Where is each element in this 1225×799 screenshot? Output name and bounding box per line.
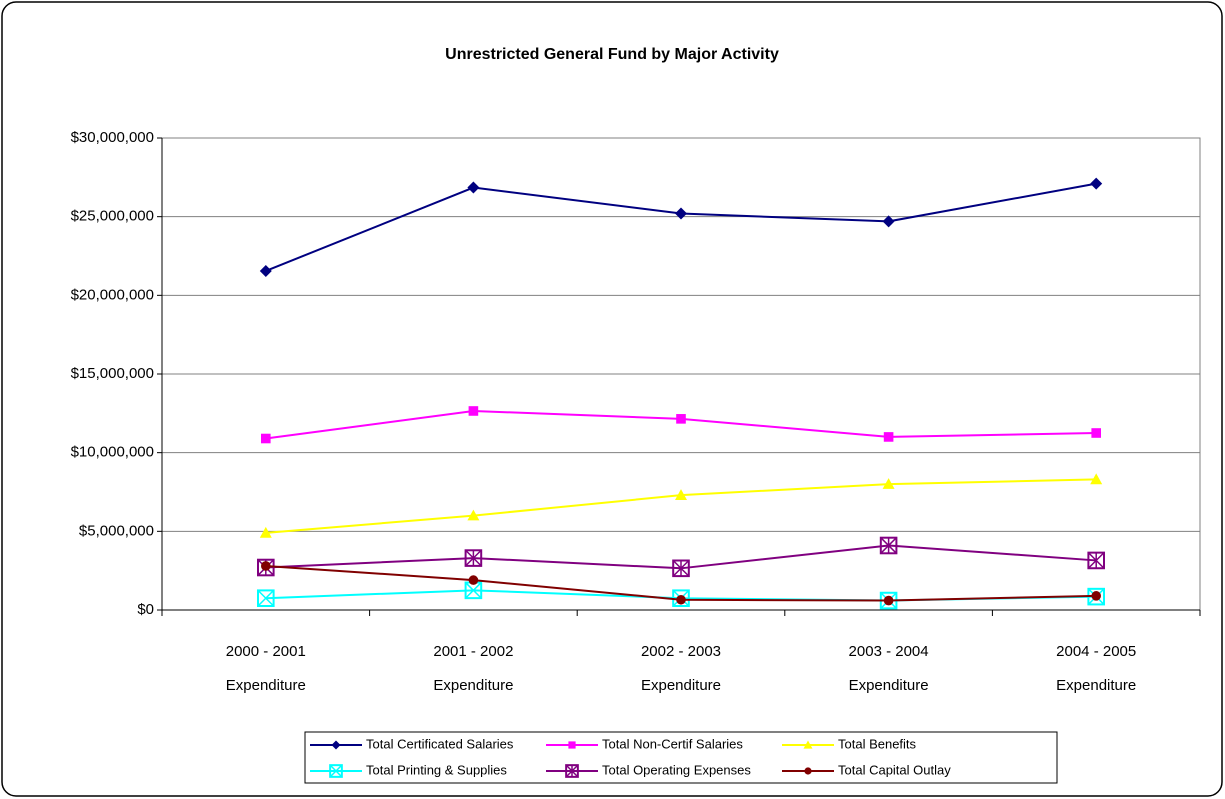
x-tick-label: 2001 - 2002 (433, 643, 513, 660)
legend (304, 731, 1058, 784)
marker (568, 741, 576, 749)
legend-label: Total Certificated Salaries (366, 736, 514, 751)
x-tick-label: 2003 - 2004 (849, 643, 929, 660)
marker (1087, 551, 1106, 570)
marker-shape (882, 478, 895, 489)
legend-label: Total Benefits (838, 736, 917, 751)
marker-shape (261, 561, 271, 571)
marker (467, 181, 480, 194)
marker (882, 215, 895, 228)
marker-shape (882, 215, 895, 228)
x-tick-label: Expenditure (433, 677, 513, 694)
marker (261, 433, 271, 444)
marker (883, 595, 894, 606)
marker (257, 589, 275, 608)
marker (1091, 428, 1101, 438)
x-tick-label: 2004 - 2005 (1056, 643, 1136, 660)
x-tick-label: 2000 - 2001 (226, 643, 306, 660)
marker-shape (1091, 591, 1101, 601)
marker (468, 406, 479, 416)
chart-title: Unrestricted General Fund by Major Activ… (445, 46, 779, 63)
marker (882, 478, 895, 489)
marker (468, 575, 479, 585)
marker (804, 767, 812, 775)
marker-shape (1091, 428, 1101, 438)
marker (331, 740, 341, 750)
marker (467, 509, 480, 521)
marker (676, 594, 686, 605)
marker-shape (803, 740, 813, 749)
marker-shape (880, 537, 897, 554)
marker (565, 764, 579, 778)
marker-shape (883, 432, 894, 442)
marker-shape (565, 764, 579, 778)
y-tick-label: $0 (137, 601, 154, 618)
marker-shape (675, 207, 687, 220)
marker-shape (331, 740, 341, 750)
y-tick-label: $10,000,000 (71, 444, 154, 461)
x-tick-label: Expenditure (226, 677, 306, 694)
marker-shape (465, 549, 482, 567)
marker-shape (883, 595, 894, 606)
legend-label: Total Capital Outlay (838, 762, 951, 777)
marker-shape (468, 575, 479, 585)
y-tick-label: $5,000,000 (79, 522, 154, 539)
marker-shape (259, 526, 272, 538)
marker-shape (261, 433, 271, 444)
marker-shape (804, 767, 812, 775)
marker (259, 526, 272, 538)
marker-shape (676, 414, 686, 424)
marker (259, 264, 272, 277)
marker-shape (676, 594, 686, 605)
marker (676, 414, 686, 424)
marker (675, 207, 687, 220)
marker (879, 536, 898, 555)
marker-shape (675, 489, 687, 500)
x-tick-label: 2002 - 2003 (641, 643, 721, 660)
marker-shape (259, 264, 272, 277)
marker-shape (568, 741, 576, 749)
y-tick-label: $30,000,000 (71, 129, 154, 146)
x-tick-label: Expenditure (849, 677, 929, 694)
marker-shape (257, 589, 275, 607)
y-tick-label: $25,000,000 (71, 208, 154, 225)
marker-shape (467, 181, 480, 194)
marker (672, 559, 690, 578)
marker (1090, 177, 1103, 190)
y-tick-label: $20,000,000 (71, 286, 154, 303)
marker-shape (468, 406, 479, 416)
legend-label: Total Non-Certif Salaries (602, 736, 743, 751)
marker (329, 764, 343, 778)
legend-label: Total Printing & Supplies (366, 762, 507, 777)
marker (464, 549, 483, 567)
marker-shape (329, 764, 343, 778)
legend-label: Total Operating Expenses (602, 762, 751, 777)
marker (803, 740, 813, 749)
marker-shape (465, 582, 482, 599)
marker (675, 489, 687, 500)
marker (1091, 591, 1101, 601)
marker (1090, 473, 1103, 485)
marker (261, 561, 271, 571)
marker (883, 432, 894, 442)
marker-shape (1090, 473, 1103, 485)
marker-shape (1087, 552, 1105, 569)
marker-shape (672, 559, 690, 577)
marker-shape (257, 589, 275, 608)
x-tick-label: Expenditure (1056, 677, 1136, 694)
x-tick-label: Expenditure (641, 677, 721, 694)
marker-shape (467, 509, 480, 521)
marker-shape (1090, 177, 1103, 190)
marker-shape (329, 764, 343, 778)
y-tick-label: $15,000,000 (71, 365, 154, 382)
